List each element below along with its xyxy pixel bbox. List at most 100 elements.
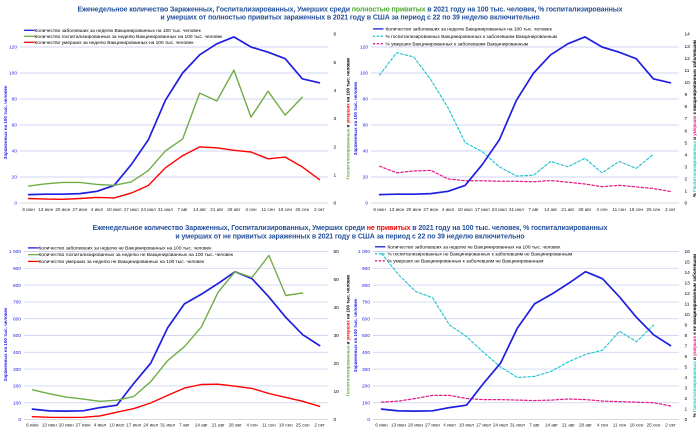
svg-text:21 авг: 21 авг [562,423,575,428]
svg-text:Количество госпитализированных: Количество госпитализированных за неделю… [39,252,234,258]
svg-text:25 сен: 25 сен [647,423,661,428]
svg-text:21 авг: 21 авг [210,207,223,212]
svg-text:% госпитализированных Вакцинир: % госпитализированных Вакцинированных к … [386,34,557,40]
svg-text:28 авг: 28 авг [578,207,591,212]
svg-text:900: 900 [362,266,370,272]
svg-text:14 авг: 14 авг [195,423,208,428]
svg-text:14: 14 [685,32,691,38]
svg-text:3: 3 [685,386,688,392]
svg-text:900: 900 [13,266,21,272]
svg-text:11 сен: 11 сен [262,423,276,428]
svg-text:2: 2 [685,396,688,402]
svg-text:27 июн: 27 июн [423,207,438,212]
svg-text:18 сен: 18 сен [630,423,644,428]
svg-text:12: 12 [685,291,691,297]
svg-text:40: 40 [12,149,18,155]
svg-text:0: 0 [18,417,21,423]
svg-text:24 июл: 24 июл [143,423,158,428]
svg-text:800: 800 [13,283,21,289]
svg-text:120: 120 [9,45,17,51]
svg-text:17 июл: 17 июл [126,423,141,428]
svg-text:3: 3 [334,116,337,122]
svg-text:Количество заболевших за недел: Количество заболевших за неделю Вакцинир… [386,26,553,32]
svg-text:100: 100 [13,400,21,406]
svg-text:800: 800 [362,283,370,289]
svg-text:Еженедельное количество Зараже: Еженедельное количество Зараженных, Госп… [93,225,608,232]
svg-text:4 июл: 4 июл [94,423,107,428]
svg-text:9: 9 [685,92,688,98]
svg-text:17 июл: 17 июл [475,207,490,212]
svg-text:Количество умерших за неделю н: Количество умерших за неделю не Вакцинир… [39,259,206,265]
svg-text:4 июл: 4 июл [442,207,455,212]
svg-text:1 000: 1 000 [358,249,370,255]
svg-text:14 авг: 14 авг [545,423,558,428]
svg-text:60: 60 [363,123,369,129]
svg-text:5: 5 [685,365,688,371]
svg-text:Зараженных на 100 тыс. человек: Зараженных на 100 тыс. человек [3,85,8,159]
svg-text:6 июн: 6 июн [22,207,35,212]
svg-text:28 авг: 28 авг [227,207,240,212]
svg-text:0: 0 [365,201,368,207]
svg-text:100: 100 [360,71,368,77]
svg-text:14: 14 [685,270,691,276]
svg-text:11 сен: 11 сен [612,207,626,212]
svg-text:8: 8 [685,333,688,339]
svg-text:Зараженных на 100 тыс. человек: Зараженных на 100 тыс. человек [353,298,358,372]
svg-text:Количество госпитализированных: Количество госпитализированных за неделю… [35,34,224,40]
svg-text:6 июн: 6 июн [375,423,388,428]
svg-text:13 июн: 13 июн [389,207,404,212]
svg-text:80: 80 [12,97,18,103]
svg-text:60: 60 [12,123,18,129]
svg-text:27 июн: 27 июн [425,423,440,428]
svg-text:24 июл: 24 июл [493,423,508,428]
svg-text:5: 5 [685,140,688,146]
svg-text:Количество умерших за неделю В: Количество умерших за неделю Вакцинирова… [35,40,195,46]
svg-text:Зараженных на 100 тыс. человек: Зараженных на 100 тыс. человек [3,307,8,381]
svg-text:0: 0 [14,201,17,207]
svg-text:10 июл: 10 июл [458,207,473,212]
svg-text:27 июн: 27 июн [76,423,91,428]
svg-text:100: 100 [362,400,370,406]
svg-text:2: 2 [685,177,688,183]
svg-text:0: 0 [367,417,370,423]
svg-text:4 сен: 4 сен [246,423,258,428]
svg-text:13 июн: 13 июн [38,207,53,212]
svg-text:9: 9 [685,323,688,329]
svg-text:7 авг: 7 авг [177,207,188,212]
svg-text:4 сен: 4 сен [596,207,608,212]
svg-text:2 окт: 2 окт [665,423,676,428]
svg-text:1: 1 [685,407,688,413]
svg-text:500: 500 [13,333,21,339]
svg-text:% госпитализированных не Вакци: % госпитализированных не Вакцинированных… [388,251,573,257]
svg-text:10: 10 [334,389,340,395]
svg-text:12: 12 [685,56,691,62]
svg-text:4: 4 [685,152,688,158]
svg-text:21 авг: 21 авг [212,423,225,428]
svg-text:8: 8 [685,104,688,110]
svg-text:20 июн: 20 июн [59,423,74,428]
svg-text:700: 700 [362,300,370,306]
svg-text:25 сен: 25 сен [295,207,309,212]
svg-text:4: 4 [685,375,688,381]
svg-text:21 авг: 21 авг [561,207,574,212]
svg-text:18 сен: 18 сен [629,207,643,212]
svg-text:6 июн: 6 июн [373,207,386,212]
svg-text:100: 100 [9,71,17,77]
svg-text:% умерших не Вакцинированных к: % умерших не Вакцинированных к заболевши… [388,258,544,264]
svg-text:6: 6 [685,128,688,134]
svg-text:1 000: 1 000 [9,249,21,255]
svg-text:500: 500 [362,333,370,339]
svg-text:6: 6 [685,354,688,360]
svg-text:20: 20 [334,361,340,367]
svg-text:31 июл: 31 июл [158,207,173,212]
svg-text:Госпитализированных и умерших: Госпитализированных и умерших на 100 тыс… [346,57,351,180]
svg-text:20: 20 [12,175,18,181]
svg-text:4 июл: 4 июл [91,207,104,212]
svg-text:600: 600 [13,316,21,322]
svg-text:28 авг: 28 авг [229,423,242,428]
svg-text:7 авг: 7 авг [529,423,540,428]
svg-text:600: 600 [362,316,370,322]
svg-text:20: 20 [363,175,369,181]
svg-text:14 авг: 14 авг [544,207,557,212]
svg-text:5: 5 [334,60,337,66]
